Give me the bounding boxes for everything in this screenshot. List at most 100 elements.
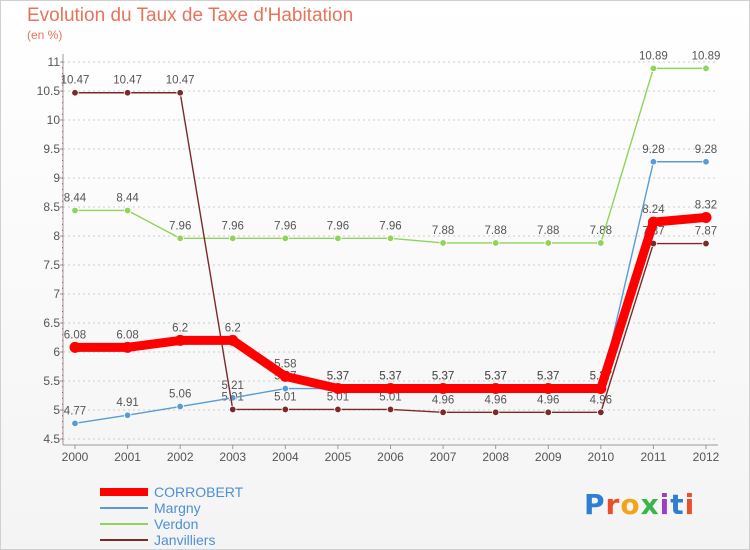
- y-tick-label: 10.5: [37, 84, 61, 98]
- data-point-janvilliers: [386, 405, 395, 414]
- legend-label: CORROBERT: [154, 484, 244, 500]
- data-point-janvilliers: [123, 89, 132, 97]
- data-label: 8.44: [64, 192, 87, 204]
- data-point-verdon: [123, 206, 132, 215]
- data-point-verdon: [439, 239, 447, 247]
- data-point-corrobert: [647, 216, 659, 228]
- data-label: 4.91: [116, 397, 138, 409]
- data-label: 5.37: [327, 371, 349, 383]
- data-point-verdon: [649, 64, 658, 73]
- data-label: 5.01: [274, 391, 296, 403]
- y-tick-label: 4.5: [43, 432, 60, 446]
- data-label: 5.06: [169, 389, 191, 401]
- data-label: 7.88: [537, 225, 559, 237]
- data-point-janvilliers: [176, 89, 184, 97]
- data-point-verdon: [544, 239, 552, 247]
- x-tick-label: 2005: [325, 450, 352, 464]
- data-point-janvilliers: [491, 408, 500, 417]
- logo-letter: t: [670, 488, 685, 521]
- x-tick-label: 2000: [62, 450, 89, 464]
- data-point-corrobert: [385, 383, 396, 395]
- data-point-corrobert: [595, 383, 607, 395]
- data-point-verdon: [229, 234, 237, 243]
- x-tick-label: 2011: [641, 450, 667, 464]
- y-tick-label: 11: [48, 55, 61, 69]
- data-point-verdon: [71, 206, 79, 215]
- data-point-corrobert: [69, 341, 81, 353]
- legend-swatch: [100, 539, 148, 541]
- data-label: 6.08: [64, 329, 86, 341]
- data-point-corrobert: [332, 383, 344, 395]
- data-label: 4.96: [484, 394, 506, 406]
- data-point-janvilliers: [71, 89, 79, 97]
- data-label: 10.47: [166, 75, 195, 87]
- x-tick-label: 2004: [272, 450, 299, 464]
- data-label: 5.37: [432, 371, 454, 383]
- data-label: 7.96: [169, 220, 191, 232]
- series-line-corrobert: [70, 212, 711, 394]
- data-point-corrobert: [700, 211, 712, 223]
- data-point-verdon: [491, 239, 500, 247]
- data-label: 10.89: [639, 50, 668, 62]
- data-point-margny: [71, 419, 79, 428]
- data-label: 6.2: [172, 322, 188, 334]
- y-tick-label: 6.5: [43, 316, 60, 330]
- data-label: 10.89: [692, 50, 721, 62]
- data-label: 5.37: [379, 371, 401, 383]
- data-label: 5.37: [327, 371, 349, 383]
- proxiti-logo: Proxiti: [584, 488, 695, 521]
- data-label: 4.77: [64, 405, 86, 417]
- data-label: 8.44: [116, 192, 139, 204]
- x-tick-label: 2010: [587, 450, 614, 464]
- data-label: 5.01: [327, 391, 349, 403]
- data-point-verdon: [334, 234, 342, 243]
- x-tick-label: 2008: [482, 450, 509, 464]
- data-label: 5.21: [222, 380, 244, 392]
- logo-letter: o: [620, 488, 641, 521]
- data-point-verdon: [281, 234, 290, 243]
- legend-entry: Verdon: [100, 516, 360, 532]
- data-label: 5.37: [484, 371, 506, 383]
- data-label: 10.47: [61, 75, 90, 87]
- data-label: 9.28: [642, 144, 664, 156]
- legend-swatch: [100, 523, 148, 525]
- data-label: 4.96: [432, 394, 454, 406]
- data-label: 6.08: [116, 329, 138, 341]
- data-label: 7.87: [695, 226, 717, 238]
- y-tick-label: 8.5: [43, 200, 60, 214]
- data-point-corrobert: [437, 383, 449, 395]
- y-tick-label: 5.5: [43, 374, 60, 388]
- line-chart: 4.5 5 5.5 6 6.5 7 7.5 8 8.5 9 9.5 10 10.5 11 2000 2001 2…: [37, 50, 721, 464]
- data-label: 7.96: [274, 220, 296, 232]
- data-label: 5.01: [379, 391, 401, 403]
- data-point-verdon: [597, 239, 605, 247]
- data-label: 7.96: [327, 220, 349, 232]
- data-point-margny: [649, 158, 658, 166]
- data-label: 10.47: [113, 75, 142, 87]
- data-label: 7.96: [379, 220, 401, 232]
- data-label: 5.37: [432, 371, 454, 383]
- legend-label: Janvilliers: [154, 532, 216, 548]
- data-label: 7.88: [484, 225, 506, 237]
- data-point-janvilliers: [334, 405, 342, 414]
- data-point-janvilliers: [544, 408, 552, 417]
- data-label: 5.37: [537, 371, 559, 383]
- data-point-verdon: [702, 64, 710, 73]
- y-tick-label: 10: [47, 113, 61, 127]
- x-tick-label: 2006: [377, 450, 404, 464]
- data-point-corrobert: [490, 383, 502, 395]
- data-label: 8.32: [695, 199, 717, 211]
- data-point-janvilliers: [281, 405, 290, 414]
- legend-label: Verdon: [154, 516, 199, 532]
- y-tick-label: 9.5: [43, 142, 60, 156]
- data-label: 9.28: [695, 144, 717, 156]
- series-line-verdon: [74, 67, 707, 244]
- logo-letter: i: [659, 488, 671, 521]
- y-tick-label: 7: [53, 287, 60, 301]
- data-label: 7.88: [590, 225, 612, 237]
- logo-letter: r: [605, 488, 621, 521]
- data-label: 8.24: [642, 204, 665, 216]
- data-label: 5.37: [379, 371, 401, 383]
- logo-letter: x: [640, 488, 660, 521]
- data-label: 5.37: [484, 371, 506, 383]
